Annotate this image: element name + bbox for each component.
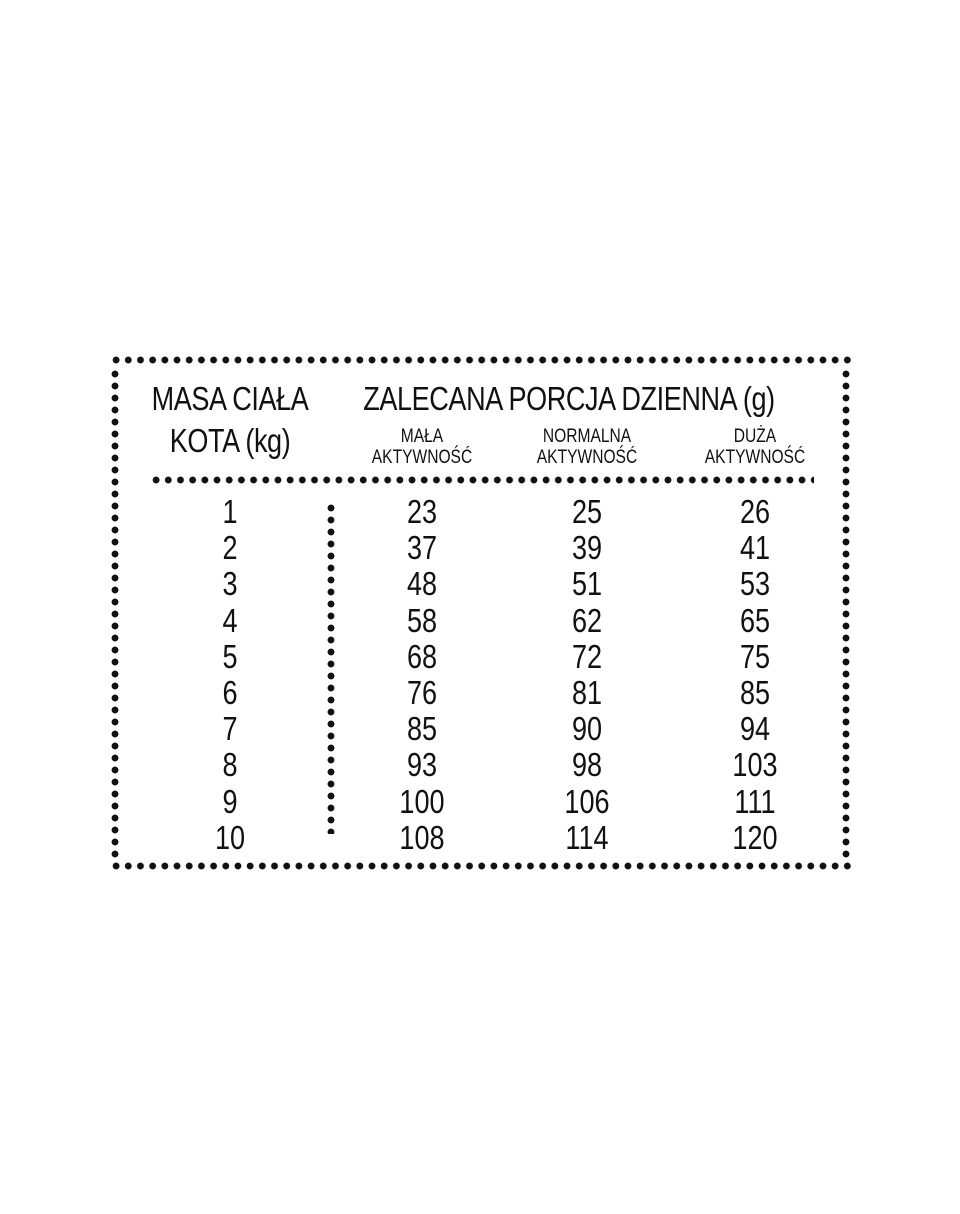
weight-cell: 6 [222, 674, 238, 711]
column-header-line1: DUŻA [733, 426, 777, 447]
high-activity-cell: 111 [734, 782, 776, 820]
high-activity-cell: 75 [739, 637, 771, 675]
header-divider [150, 476, 814, 484]
high-activity-cell: 120 [732, 818, 778, 856]
low-activity-cell: 68 [406, 637, 438, 675]
high-activity-cell: 41 [739, 529, 771, 567]
normal-activity-cell: 81 [571, 674, 603, 711]
normal-activity-cell: 114 [565, 818, 609, 856]
header-weight-line1: MASA CIAŁA [151, 380, 309, 417]
border-left [111, 368, 119, 862]
low-activity-cell: 37 [406, 529, 438, 567]
normal-activity-cell: 98 [571, 746, 603, 784]
column-header-line1: NORMALNA [542, 426, 632, 447]
normal-activity-cell: 25 [571, 493, 603, 530]
normal-activity-cell: 90 [571, 710, 603, 748]
low-activity-cell: 85 [406, 710, 438, 748]
weight-cell: 1 [222, 493, 238, 530]
low-activity-cell: 100 [399, 782, 445, 820]
low-activity-cell: 48 [406, 565, 438, 603]
normal-activity-cell: 72 [571, 637, 603, 675]
column-header-normal: NORMALNA AKTYWNOŚĆ [537, 426, 637, 468]
border-top [110, 356, 854, 364]
header-weight-line2: KOTA (kg) [169, 422, 291, 459]
border-right [842, 368, 850, 862]
normal-activity-cell: 62 [571, 601, 603, 639]
normal-activity-cell: 106 [564, 782, 610, 820]
weight-cell: 5 [222, 637, 238, 675]
normal-activity-cell: 51 [571, 565, 603, 603]
high-activity-cell: 53 [739, 565, 771, 603]
border-bottom [110, 862, 854, 870]
weight-cell: 7 [222, 710, 238, 748]
column-header-line2: AKTYWNOŚĆ [704, 447, 806, 468]
weight-cell: 9 [222, 782, 238, 820]
low-activity-cell: 23 [406, 493, 438, 530]
column-header-high: DUŻA AKTYWNOŚĆ [705, 426, 805, 468]
high-activity-cell: 94 [739, 710, 771, 748]
weight-cell: 2 [222, 529, 238, 567]
normal-activity-cell: 39 [571, 529, 603, 567]
weight-cell: 4 [222, 601, 238, 639]
weight-cell: 3 [222, 565, 238, 603]
high-activity-cell: 103 [732, 746, 778, 784]
low-activity-cell: 76 [406, 674, 438, 711]
high-activity-cell: 26 [739, 493, 771, 530]
column-header-low: MAŁA AKTYWNOŚĆ [372, 426, 472, 468]
low-activity-cell: 93 [406, 746, 438, 784]
low-activity-cell: 58 [406, 601, 438, 639]
header-portion: ZALECANA PORCJA DZIENNA (g) [363, 380, 775, 417]
column-divider [327, 502, 335, 834]
weight-cell: 8 [222, 746, 238, 784]
low-activity-cell: 108 [399, 818, 445, 856]
column-header-line1: MAŁA [400, 426, 444, 447]
weight-cell: 10 [214, 818, 246, 856]
column-header-line2: AKTYWNOŚĆ [536, 447, 638, 468]
high-activity-cell: 65 [739, 601, 771, 639]
column-header-line2: AKTYWNOŚĆ [371, 447, 473, 468]
high-activity-cell: 85 [739, 674, 771, 711]
